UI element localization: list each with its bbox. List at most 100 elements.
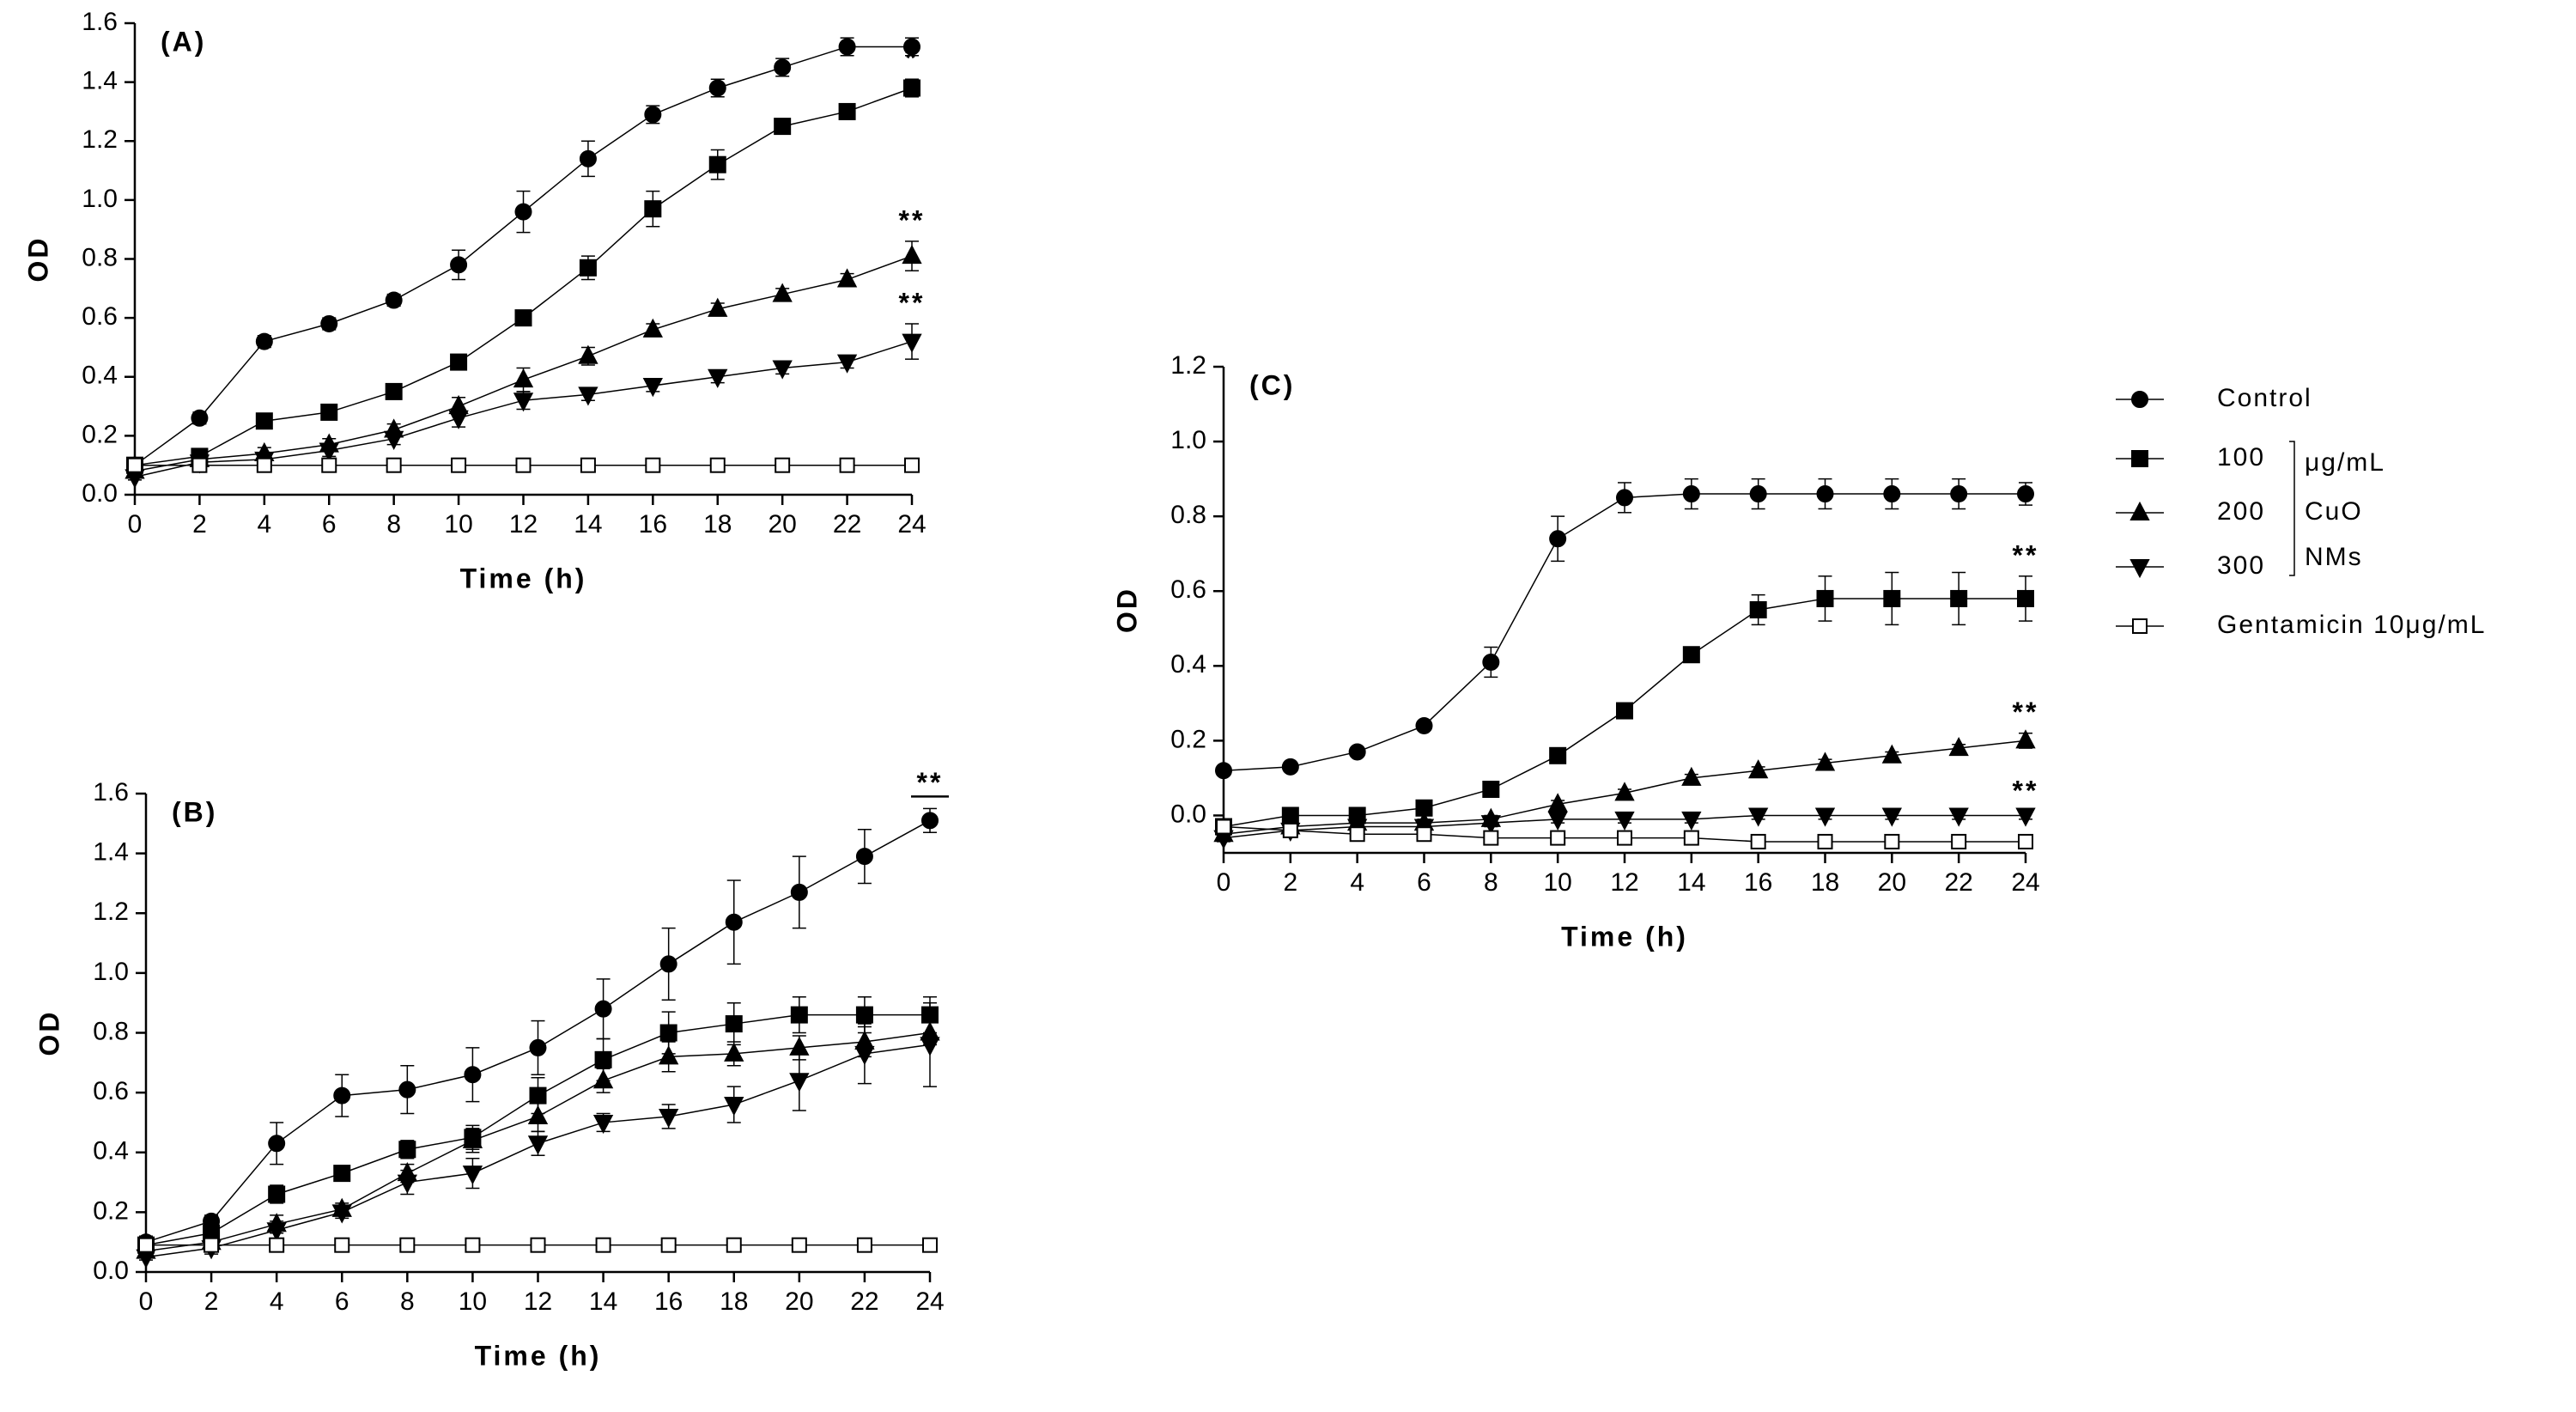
x-tick-label: 0	[139, 1287, 154, 1316]
marker	[1749, 601, 1767, 618]
marker	[1480, 815, 1501, 835]
marker	[464, 1066, 482, 1084]
marker	[726, 1237, 742, 1253]
marker	[644, 200, 662, 218]
x-tick-label: 16	[654, 1287, 683, 1316]
marker	[1682, 646, 1700, 664]
marker	[854, 1045, 875, 1066]
marker	[1883, 485, 1901, 503]
marker	[660, 1237, 677, 1253]
marker	[320, 314, 338, 332]
marker	[2018, 833, 2033, 849]
x-tick-label: 18	[720, 1287, 748, 1316]
marker	[659, 1108, 679, 1129]
y-axis-title: OD	[22, 236, 53, 283]
marker	[1951, 833, 1967, 849]
marker	[595, 1237, 611, 1253]
legend-label: Gentamicin 10μg/mL	[2217, 611, 2486, 639]
y-tick-label: 1.0	[82, 185, 118, 213]
marker	[138, 1237, 154, 1253]
marker	[319, 442, 339, 462]
marker	[1616, 702, 1633, 720]
marker	[1950, 485, 1968, 503]
marker	[527, 1105, 549, 1124]
marker	[255, 332, 273, 350]
marker	[1814, 752, 1836, 771]
y-tick-label: 1.2	[93, 898, 129, 926]
x-tick-label: 24	[897, 510, 926, 539]
marker	[592, 1114, 614, 1135]
y-tick-label: 0.6	[82, 302, 118, 331]
marker	[1817, 833, 1833, 849]
marker	[1482, 653, 1500, 671]
marker	[1883, 589, 1901, 607]
marker	[1215, 762, 1232, 780]
marker	[775, 457, 791, 473]
marker	[191, 409, 209, 427]
y-tick-label: 1.4	[82, 67, 118, 95]
annotation: **	[899, 204, 926, 235]
panel-label: (C)	[1249, 369, 1295, 400]
marker	[644, 106, 662, 124]
legend-label: 200	[2217, 497, 2265, 526]
marker	[2015, 807, 2036, 827]
marker	[1948, 736, 1969, 757]
marker	[774, 58, 792, 76]
marker	[838, 102, 856, 120]
marker	[579, 259, 597, 277]
marker	[645, 457, 661, 473]
marker	[513, 393, 534, 412]
marker	[922, 1237, 938, 1253]
marker	[1814, 807, 1836, 827]
series-line	[134, 255, 913, 472]
legend-group-label: CuO	[2305, 497, 2363, 526]
legend-marker	[2129, 501, 2150, 520]
x-tick-label: 24	[2011, 868, 2039, 897]
marker	[513, 368, 534, 388]
marker	[1349, 826, 1365, 843]
marker	[659, 1045, 679, 1065]
annotation: **	[917, 767, 944, 798]
marker	[514, 203, 532, 221]
marker	[708, 155, 726, 173]
y-tick-label: 1.4	[93, 838, 129, 867]
marker	[1681, 766, 1702, 786]
marker	[1683, 830, 1699, 846]
marker	[386, 457, 402, 473]
annotation: **	[899, 287, 926, 318]
y-tick-label: 0.6	[1170, 575, 1206, 604]
marker	[725, 1015, 743, 1033]
annotation: **	[2013, 776, 2039, 806]
marker	[1682, 485, 1700, 503]
marker	[1482, 780, 1500, 798]
y-tick-label: 0.0	[1170, 800, 1206, 828]
x-tick-label: 4	[270, 1287, 284, 1316]
y-tick-label: 0.2	[93, 1196, 129, 1225]
marker	[448, 410, 469, 429]
marker	[838, 38, 856, 56]
marker	[1748, 759, 1769, 779]
marker	[268, 1185, 286, 1203]
marker	[384, 430, 404, 450]
marker	[1614, 782, 1635, 801]
marker	[1216, 819, 1231, 835]
marker	[1483, 830, 1499, 846]
marker	[2017, 589, 2034, 607]
marker	[1550, 830, 1566, 846]
marker	[902, 333, 922, 353]
marker	[578, 344, 598, 364]
x-tick-label: 8	[386, 510, 401, 539]
x-tick-label: 18	[703, 510, 732, 539]
x-tick-label: 10	[444, 510, 472, 539]
marker	[1750, 833, 1766, 849]
x-tick-label: 20	[785, 1287, 813, 1316]
x-axis-title: Time (h)	[460, 563, 587, 593]
marker	[772, 283, 793, 302]
marker	[1950, 589, 1968, 607]
y-tick-label: 0.4	[82, 362, 118, 390]
marker	[790, 1006, 808, 1024]
marker	[1681, 811, 1702, 831]
marker	[191, 457, 208, 473]
marker	[642, 378, 663, 398]
marker	[904, 457, 920, 473]
